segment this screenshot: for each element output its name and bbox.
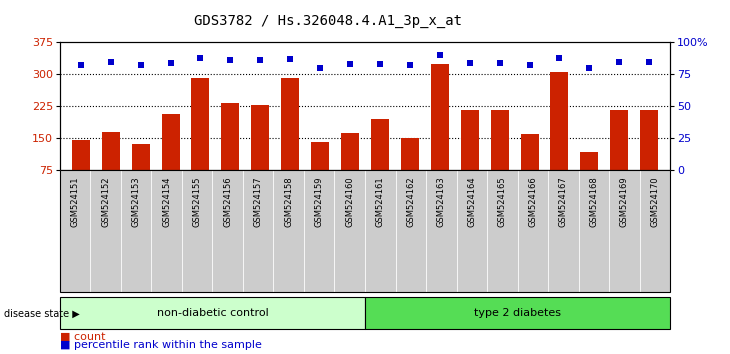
Text: GSM524154: GSM524154	[162, 176, 171, 227]
Bar	[191, 78, 210, 202]
Point	[225, 57, 237, 63]
Text: non-diabetic control: non-diabetic control	[156, 308, 269, 318]
Text: ■ percentile rank within the sample: ■ percentile rank within the sample	[60, 341, 262, 350]
Text: type 2 diabetes: type 2 diabetes	[474, 308, 561, 318]
Bar	[311, 142, 329, 202]
Bar	[131, 144, 150, 202]
Text: GSM524167: GSM524167	[559, 176, 568, 227]
Bar	[401, 138, 419, 202]
Bar	[281, 78, 299, 202]
Point	[643, 59, 655, 64]
Text: GSM524155: GSM524155	[193, 176, 201, 227]
Text: GSM524166: GSM524166	[529, 176, 537, 227]
Point	[315, 65, 326, 71]
Text: GSM524169: GSM524169	[620, 176, 629, 227]
Point	[553, 55, 565, 61]
Text: GSM524152: GSM524152	[101, 176, 110, 227]
Point	[434, 52, 445, 58]
Text: disease state ▶: disease state ▶	[4, 308, 80, 318]
Text: GSM524159: GSM524159	[315, 176, 323, 227]
Point	[583, 65, 595, 71]
Point	[523, 63, 535, 68]
Text: GSM524160: GSM524160	[345, 176, 354, 227]
Point	[493, 60, 505, 66]
Bar	[221, 103, 239, 202]
Point	[404, 63, 415, 68]
Bar	[640, 110, 658, 202]
Bar	[101, 132, 120, 202]
Point	[135, 63, 147, 68]
Bar	[461, 110, 479, 202]
Text: GSM524153: GSM524153	[131, 176, 141, 227]
Point	[195, 55, 207, 61]
Bar	[251, 105, 269, 202]
Point	[285, 56, 296, 62]
Bar	[610, 110, 629, 202]
Bar	[580, 152, 599, 202]
Point	[345, 61, 356, 67]
Text: GSM524161: GSM524161	[376, 176, 385, 227]
Text: GSM524170: GSM524170	[650, 176, 659, 227]
Point	[105, 59, 117, 64]
Point	[374, 61, 385, 67]
Bar	[371, 119, 389, 202]
Text: GSM524165: GSM524165	[498, 176, 507, 227]
Bar	[341, 133, 359, 202]
Text: GSM524168: GSM524168	[589, 176, 599, 227]
Bar	[550, 72, 569, 202]
Bar	[431, 64, 449, 202]
Point	[255, 57, 266, 63]
Text: GSM524156: GSM524156	[223, 176, 232, 227]
Bar	[520, 134, 539, 202]
Text: GSM524163: GSM524163	[437, 176, 446, 227]
Point	[75, 63, 87, 68]
Text: GDS3782 / Hs.326048.4.A1_3p_x_at: GDS3782 / Hs.326048.4.A1_3p_x_at	[194, 14, 463, 28]
Point	[165, 60, 177, 66]
Point	[613, 59, 625, 64]
Bar	[72, 140, 90, 202]
Bar	[161, 114, 180, 202]
Bar	[491, 110, 509, 202]
Point	[464, 60, 475, 66]
Text: GSM524158: GSM524158	[284, 176, 293, 227]
Text: GSM524157: GSM524157	[254, 176, 263, 227]
Text: GSM524162: GSM524162	[407, 176, 415, 227]
Text: GSM524151: GSM524151	[71, 176, 80, 227]
Text: GSM524164: GSM524164	[467, 176, 476, 227]
Text: ■ count: ■ count	[60, 332, 105, 342]
